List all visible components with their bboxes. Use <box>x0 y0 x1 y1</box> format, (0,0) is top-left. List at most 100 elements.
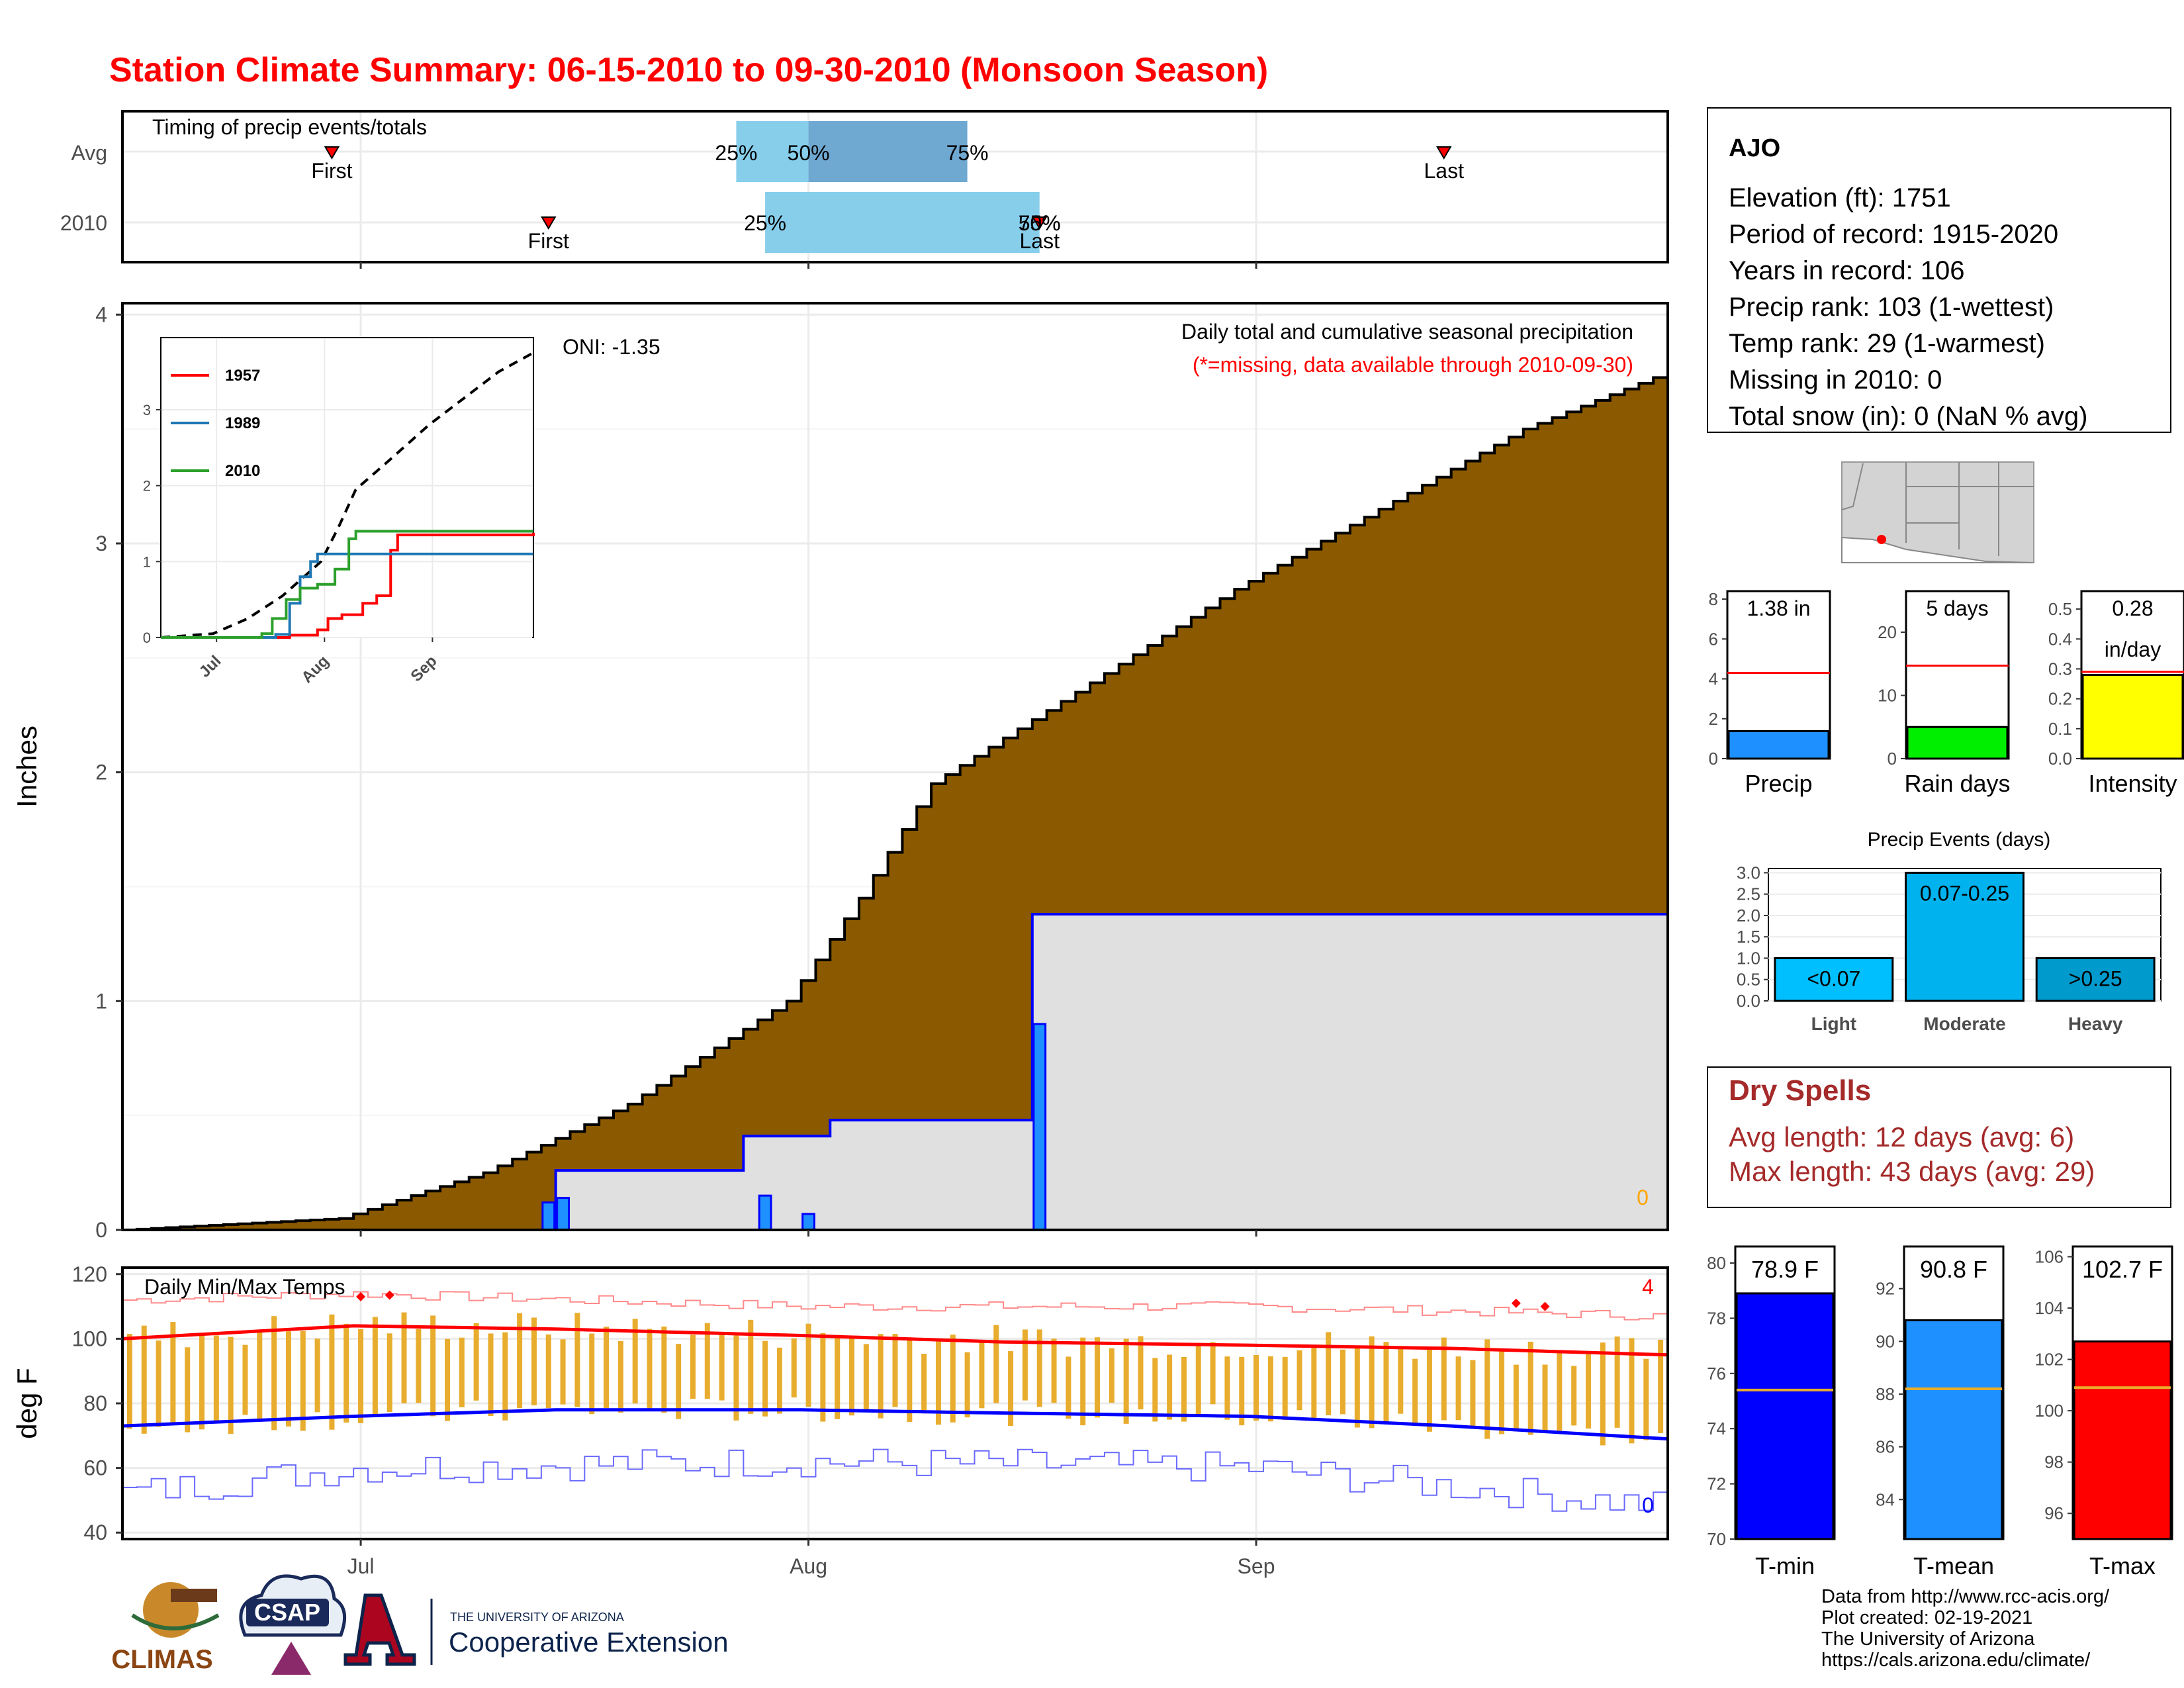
daily-temp-range-bar <box>1340 1349 1345 1415</box>
daily-temp-range-bar <box>1224 1356 1230 1420</box>
daily-temp-range-bar <box>1036 1329 1042 1407</box>
daily-temp-range-bar <box>1455 1356 1461 1421</box>
events-bar-heavy <box>2035 957 2156 1002</box>
temp-mini-y-tick-label: 100 <box>2035 1401 2064 1421</box>
daily-temp-range-bar <box>329 1314 335 1430</box>
record-low-line <box>122 1448 1668 1512</box>
temp-y-tick-label: 60 <box>83 1456 107 1480</box>
record-high-line <box>122 1291 1668 1321</box>
record-high-marker <box>1511 1298 1521 1308</box>
daily-temp-range-bar <box>372 1317 378 1417</box>
daily-temp-range-bar <box>213 1335 219 1423</box>
quantile-label: 50% <box>1019 211 1061 235</box>
events-category-label: Moderate <box>1923 1013 2005 1034</box>
temp-mini-y-tick-label: 90 <box>1876 1331 1895 1351</box>
daily-temp-range-bar <box>1470 1360 1476 1429</box>
temp-mini-y-tick-label: 84 <box>1876 1489 1895 1509</box>
temp-mini-y-tick-label: 102 <box>2035 1350 2064 1370</box>
daily-temp-range-bar <box>690 1335 696 1399</box>
daily-temp-range-bar <box>459 1337 465 1407</box>
mini-y-tick-label: 2 <box>1709 709 1718 729</box>
mini-y-tick-label: 0 <box>1709 749 1718 769</box>
station-temp-rank: Temp rank: 29 (1-warmest) <box>1729 329 2045 358</box>
events-bar-moderate <box>1905 871 2025 1002</box>
daily-temp-range-bar <box>1614 1336 1620 1428</box>
inset-average-curve <box>160 352 534 639</box>
daily-temp-range-bar <box>156 1340 161 1427</box>
daily-temp-range-bar <box>878 1334 884 1419</box>
daily-temp-range-bar <box>1080 1337 1086 1426</box>
station-info-box: AJO Elevation (ft): 1751 Period of recor… <box>1707 107 2171 433</box>
x-axis-tick-label-jul: Jul <box>347 1554 375 1578</box>
daily-temp-range-bar <box>1513 1364 1519 1431</box>
daily-temp-range-bar <box>1022 1329 1028 1401</box>
events-title: Precip Events (days) <box>1868 829 2051 851</box>
events-category-label: Light <box>1811 1013 1856 1034</box>
x-axis-tick-label-sep: Sep <box>1238 1554 1275 1578</box>
daily-temp-range-bar <box>1152 1358 1158 1422</box>
precip-y-tick-label: 3 <box>95 532 107 555</box>
station-elevation: Elevation (ft): 1751 <box>1729 183 1951 212</box>
timing-label: Timing of precip events/totals <box>152 115 427 139</box>
daily-temp-range-bar <box>1585 1352 1591 1429</box>
daily-temp-range-bar <box>271 1316 277 1430</box>
daily-temp-range-bar <box>242 1344 248 1415</box>
temp-mini-y-tick-label: 70 <box>1707 1529 1726 1549</box>
average-min-line <box>122 1408 1668 1441</box>
csap-badge <box>246 1599 329 1626</box>
climas-wordmark: CLIMAS <box>111 1645 212 1674</box>
temp-label: Daily Min/Max Temps <box>144 1275 345 1299</box>
university-a-mark <box>343 1593 416 1666</box>
temp-mini-label-tmean: T-mean <box>1913 1552 1994 1579</box>
temp-mini-y-tick-label: 106 <box>2035 1247 2064 1267</box>
events-y-tick-label: 0.0 <box>1737 991 1760 1011</box>
daily-temp-range-bar <box>661 1326 667 1413</box>
temp-mini-bar-tmin <box>1735 1292 1835 1540</box>
daily-temp-range-bar <box>950 1335 956 1423</box>
daily-temp-range-bar <box>531 1317 537 1406</box>
map-state-borders <box>1841 462 2034 556</box>
daily-temp-range-bar <box>445 1338 451 1421</box>
dry-spells-frame <box>1707 1066 2171 1208</box>
record-high-marker <box>1540 1301 1550 1311</box>
temp-y-label: deg F <box>11 1368 42 1438</box>
inset-y-tick-label: 0 <box>143 630 151 646</box>
daily-temp-range-bar <box>1138 1336 1144 1410</box>
temp-y-tick-label: 120 <box>72 1262 107 1286</box>
precip-y-tick-label: 2 <box>95 761 107 784</box>
station-name: AJO <box>1729 134 1780 162</box>
station-frame <box>1707 107 2171 433</box>
daily-temp-range-bar <box>1527 1341 1533 1435</box>
inset-y-tick-label: 1 <box>143 553 151 570</box>
daily-temp-range-bar <box>979 1341 985 1409</box>
daily-temp-range-bar <box>835 1336 841 1419</box>
missing-annotation: (*=missing, data available through 2010-… <box>1193 353 1633 377</box>
daily-temp-range-bar <box>1354 1346 1360 1428</box>
location-map <box>1841 461 2034 563</box>
mini-y-tick-label: 0.2 <box>2048 689 2072 709</box>
mini-y-tick-label: 0.5 <box>2048 599 2072 619</box>
daily-temp-range-bar <box>993 1325 999 1403</box>
daily-temp-range-bar <box>1571 1366 1577 1426</box>
daily-temp-range-bar <box>1383 1342 1389 1425</box>
daily-temp-range-bar <box>1253 1354 1259 1421</box>
climas-emblem-bar <box>171 1589 217 1602</box>
temperature-panel: Daily Min/Max Temps deg F 4 0 40 60 80 100 1… <box>11 1262 1669 1544</box>
precip-panel: 0 1 2 3 4 Inches Daily total and cumulative … <box>11 302 1669 1242</box>
dry-spells-box: Dry Spells Avg length: 12 days (avg: 6) … <box>1707 1066 2171 1208</box>
quantile-label: 75% <box>1019 211 1061 235</box>
temp-mini-y-tick-label: 98 <box>2044 1452 2064 1472</box>
temp-mini-y-tick-label: 96 <box>2044 1503 2064 1523</box>
event-marker-label: Last <box>1019 229 1060 253</box>
daily-temp-range-bar <box>589 1333 595 1415</box>
timing-panel: Timing of precip events/totals Avg 2010 … <box>60 110 1669 263</box>
daily-temp-range-bar <box>199 1333 205 1430</box>
inset-y-tick-label: 3 <box>143 402 151 418</box>
station-snow: Total snow (in): 0 (NaN % avg) <box>1729 402 2087 431</box>
events-y-tick-label: 0.5 <box>1737 970 1760 990</box>
mini-value-raindays: 5 days <box>1926 596 1988 620</box>
daily-temp-range-bar <box>1311 1346 1317 1419</box>
temp-mini-y-tick-label: 74 <box>1707 1419 1726 1438</box>
record-high-count: 4 <box>1642 1275 1654 1299</box>
